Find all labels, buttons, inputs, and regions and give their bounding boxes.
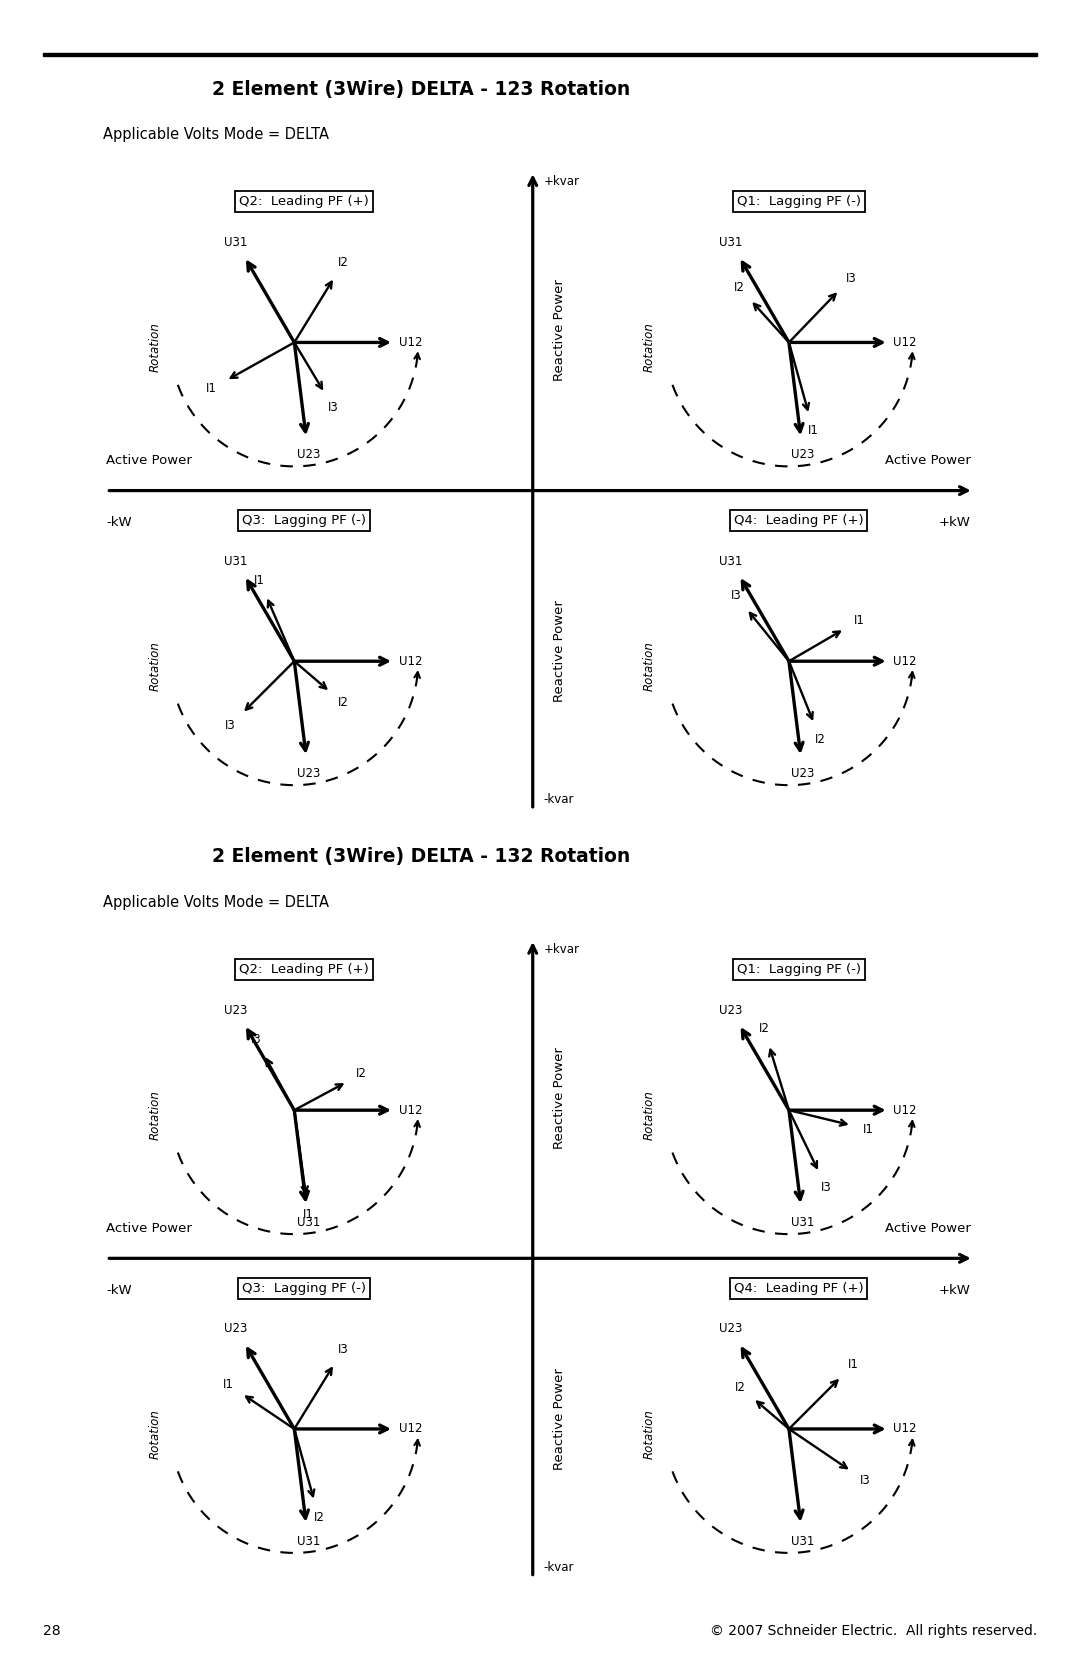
Text: -kW: -kW xyxy=(106,1283,132,1297)
Text: I3: I3 xyxy=(251,1033,261,1046)
Text: I2: I2 xyxy=(338,257,349,269)
Text: U31: U31 xyxy=(297,1217,320,1228)
Text: I3: I3 xyxy=(731,589,742,603)
Text: U12: U12 xyxy=(399,1422,422,1435)
Text: U23: U23 xyxy=(792,449,814,461)
Text: 28: 28 xyxy=(43,1624,60,1637)
Text: Reactive Power: Reactive Power xyxy=(553,1046,566,1148)
Text: Rotation: Rotation xyxy=(148,1409,161,1459)
Text: I2: I2 xyxy=(337,696,349,709)
Text: I2: I2 xyxy=(313,1510,324,1524)
Text: U31: U31 xyxy=(792,1535,814,1547)
Text: I1: I1 xyxy=(862,1123,874,1137)
Text: U12: U12 xyxy=(399,335,422,349)
Text: I2: I2 xyxy=(734,1380,746,1394)
Text: I1: I1 xyxy=(254,574,265,587)
Text: +kvar: +kvar xyxy=(543,943,580,956)
Text: U31: U31 xyxy=(792,1217,814,1228)
Text: U12: U12 xyxy=(893,654,917,668)
Text: 2 Element (3Wire) DELTA - 132 Rotation: 2 Element (3Wire) DELTA - 132 Rotation xyxy=(212,848,630,866)
Text: I2: I2 xyxy=(733,280,744,294)
Text: Q3:  Lagging PF (-): Q3: Lagging PF (-) xyxy=(242,1282,366,1295)
Text: -kW: -kW xyxy=(106,516,132,529)
Text: © 2007 Schneider Electric.  All rights reserved.: © 2007 Schneider Electric. All rights re… xyxy=(710,1624,1037,1637)
Text: I3: I3 xyxy=(328,401,339,414)
Text: U23: U23 xyxy=(792,768,814,779)
Text: Active Power: Active Power xyxy=(885,1222,971,1235)
Text: U23: U23 xyxy=(719,1003,742,1016)
Text: I1: I1 xyxy=(206,382,217,396)
Text: +kW: +kW xyxy=(939,516,971,529)
Text: I1: I1 xyxy=(853,614,864,628)
Text: I1: I1 xyxy=(808,424,819,437)
Text: Q2:  Leading PF (+): Q2: Leading PF (+) xyxy=(239,963,369,976)
Text: U31: U31 xyxy=(719,554,742,567)
Text: Reactive Power: Reactive Power xyxy=(553,1367,566,1469)
Text: I3: I3 xyxy=(225,719,235,731)
Text: Q4:  Leading PF (+): Q4: Leading PF (+) xyxy=(733,1282,863,1295)
Text: Applicable Volts Mode = DELTA: Applicable Volts Mode = DELTA xyxy=(103,127,328,142)
Text: Rotation: Rotation xyxy=(148,322,161,372)
Text: Q4:  Leading PF (+): Q4: Leading PF (+) xyxy=(733,514,863,527)
Text: Rotation: Rotation xyxy=(148,1090,161,1140)
Text: Active Power: Active Power xyxy=(885,454,971,467)
Text: U12: U12 xyxy=(893,1422,917,1435)
Text: U12: U12 xyxy=(399,1103,422,1117)
Text: Rotation: Rotation xyxy=(643,322,656,372)
Text: I3: I3 xyxy=(338,1344,349,1355)
Text: U23: U23 xyxy=(719,1322,742,1335)
Text: Applicable Volts Mode = DELTA: Applicable Volts Mode = DELTA xyxy=(103,895,328,910)
Text: U31: U31 xyxy=(225,235,247,249)
Text: U31: U31 xyxy=(719,235,742,249)
Text: U12: U12 xyxy=(893,335,917,349)
Text: I3: I3 xyxy=(846,272,856,285)
Text: I2: I2 xyxy=(815,733,826,746)
Text: -kvar: -kvar xyxy=(543,1561,575,1574)
Text: +kvar: +kvar xyxy=(543,175,580,189)
Text: Rotation: Rotation xyxy=(643,1409,656,1459)
Text: Rotation: Rotation xyxy=(643,1090,656,1140)
Text: I3: I3 xyxy=(860,1474,870,1487)
Text: Active Power: Active Power xyxy=(106,1222,192,1235)
Text: Q3:  Lagging PF (-): Q3: Lagging PF (-) xyxy=(242,514,366,527)
Text: 2 Element (3Wire) DELTA - 123 Rotation: 2 Element (3Wire) DELTA - 123 Rotation xyxy=(212,80,630,98)
Text: U23: U23 xyxy=(297,768,320,779)
Text: I3: I3 xyxy=(821,1182,832,1193)
Text: I1: I1 xyxy=(848,1359,859,1372)
Text: U12: U12 xyxy=(399,654,422,668)
Text: U31: U31 xyxy=(297,1535,320,1547)
Text: Q2:  Leading PF (+): Q2: Leading PF (+) xyxy=(239,195,369,209)
Text: I2: I2 xyxy=(356,1068,367,1080)
Text: U31: U31 xyxy=(225,554,247,567)
Text: Reactive Power: Reactive Power xyxy=(553,599,566,701)
Text: -kvar: -kvar xyxy=(543,793,575,806)
Text: I1: I1 xyxy=(303,1208,314,1222)
Text: Q1:  Lagging PF (-): Q1: Lagging PF (-) xyxy=(737,963,861,976)
Text: U23: U23 xyxy=(297,449,320,461)
Text: +kW: +kW xyxy=(939,1283,971,1297)
Text: I1: I1 xyxy=(222,1377,233,1390)
Text: Rotation: Rotation xyxy=(643,641,656,691)
Text: Active Power: Active Power xyxy=(106,454,192,467)
Text: I2: I2 xyxy=(758,1021,769,1035)
Text: Rotation: Rotation xyxy=(148,641,161,691)
Text: U23: U23 xyxy=(225,1322,247,1335)
Text: Reactive Power: Reactive Power xyxy=(553,279,566,381)
Text: U12: U12 xyxy=(893,1103,917,1117)
Text: U23: U23 xyxy=(225,1003,247,1016)
Text: Q1:  Lagging PF (-): Q1: Lagging PF (-) xyxy=(737,195,861,209)
